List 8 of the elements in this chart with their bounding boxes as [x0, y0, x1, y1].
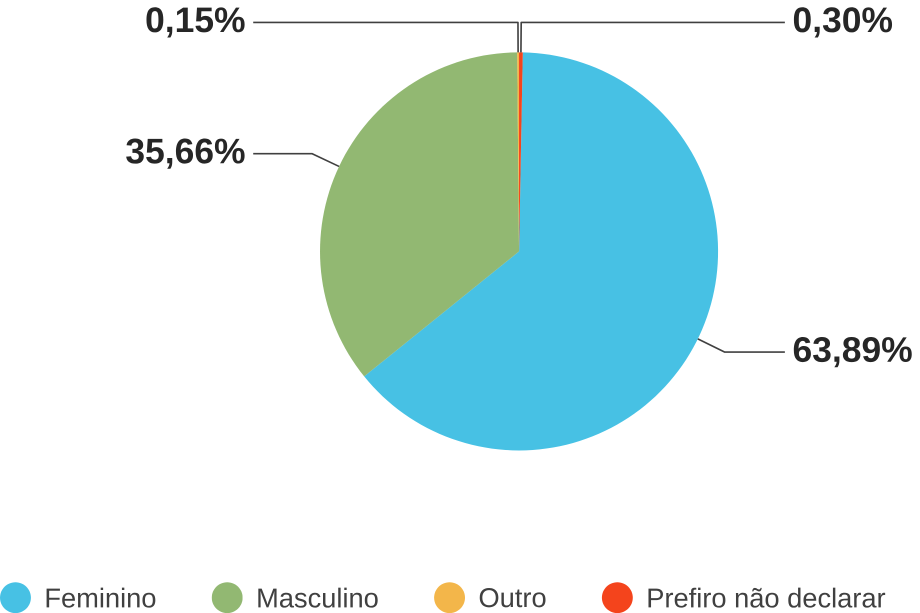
legend-label: Masculino	[258, 588, 378, 608]
data-label: 0,15%	[146, 7, 245, 38]
data-label: 0,30%	[794, 7, 892, 38]
data-label: 63,89%	[794, 336, 912, 368]
legend-label: Prefiro não declarar	[648, 588, 886, 608]
legend-label: Feminino	[46, 588, 156, 608]
data-label: 35,66%	[126, 138, 245, 169]
legend-label: Outro	[480, 588, 546, 608]
